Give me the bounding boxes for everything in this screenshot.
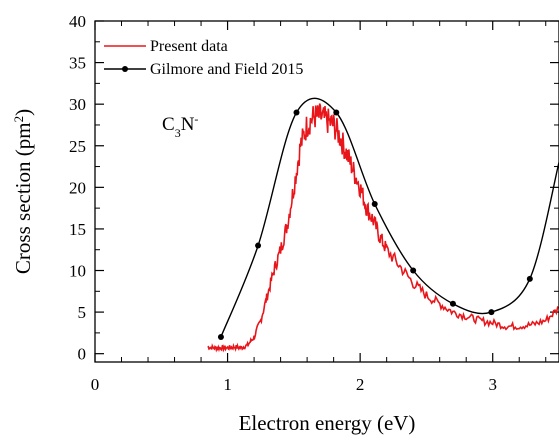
x-tick-label: 3 — [488, 375, 497, 394]
x-tick-label: 2 — [356, 375, 365, 394]
y-tick-label: 15 — [69, 220, 86, 239]
x-tick-label: 1 — [223, 375, 232, 394]
y-axis-title: Cross section (pm2) — [11, 109, 36, 274]
y-tick-label: 20 — [69, 178, 86, 197]
x-tick-label: 0 — [91, 375, 100, 394]
molecule-annotation: C3N- — [162, 112, 198, 140]
legend-label-present-data: Present data — [150, 38, 228, 55]
series-gilmore-field-point — [526, 275, 533, 282]
plot-frame — [94, 20, 559, 363]
legend-label-gilmore-field: Gilmore and Field 2015 — [150, 61, 303, 78]
series-gilmore-field-point — [410, 267, 417, 274]
series-gilmore-field-line — [220, 97, 559, 338]
y-tick-label: 5 — [78, 303, 87, 322]
y-tick-label: 0 — [78, 345, 87, 364]
y-tick-label: 10 — [69, 262, 86, 281]
y-tick-label: 25 — [69, 137, 86, 156]
series-gilmore-field-point — [371, 200, 378, 207]
legend: Present data Gilmore and Field 2015 — [104, 38, 303, 78]
series-gilmore-field-point — [255, 242, 262, 249]
series-gilmore-field-point — [333, 109, 340, 116]
legend-marker-gilmore-field — [122, 66, 128, 72]
axis-ticks — [94, 20, 559, 362]
series-layer — [207, 97, 559, 353]
y-tick-label: 35 — [69, 54, 86, 73]
series-gilmore-field-point — [449, 300, 456, 307]
y-tick-label: 30 — [69, 95, 86, 114]
x-axis-title: Electron energy (eV) — [239, 411, 416, 435]
series-gilmore-field-point — [488, 309, 495, 316]
y-tick-label: 40 — [69, 12, 86, 31]
series-present-data-line — [207, 103, 559, 353]
series-gilmore-field-point — [293, 109, 300, 116]
series-gilmore-field-point — [217, 334, 224, 341]
